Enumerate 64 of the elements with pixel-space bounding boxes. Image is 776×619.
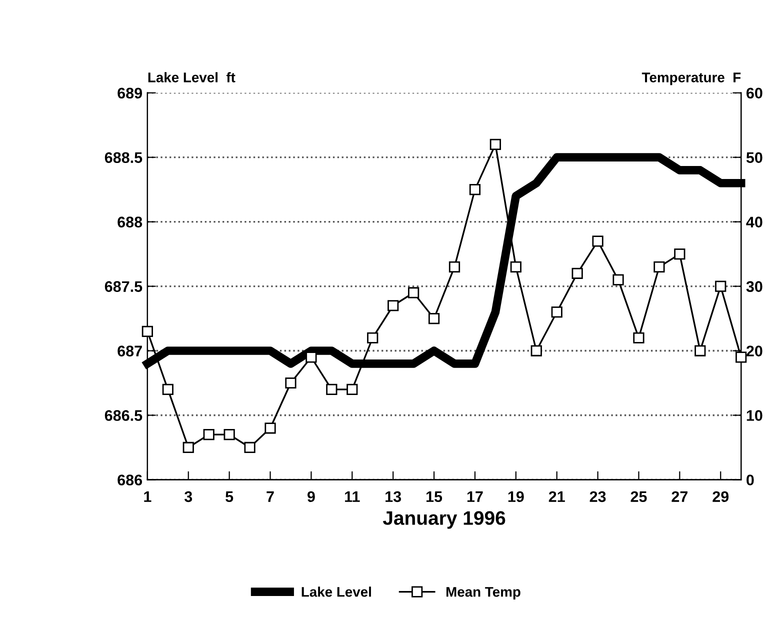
point [469,184,481,196]
point [388,300,399,312]
point [244,442,256,454]
y2-tick-label: 30 [746,281,762,292]
point [408,287,420,298]
y-tick-label: 688.5 [104,152,142,164]
x-tick-label: 19 [508,491,524,502]
point [633,332,644,344]
point [224,429,235,440]
y-tick-label: 687 [118,346,142,356]
point [326,384,338,396]
point [572,268,583,279]
x-tick-label: 17 [467,491,483,502]
point [694,345,706,356]
y2-tick-label: 50 [746,152,762,164]
point [367,332,378,344]
point [142,326,153,337]
y-tick-label: 689 [118,88,142,99]
y-tick-label: 687.5 [104,281,142,292]
y2-tick-label: 20 [746,346,762,356]
point [490,138,501,150]
x-axis-title: January 1996 [382,511,506,529]
y-tick-label: 688 [118,216,142,228]
y-tick-label: 686.5 [104,410,142,421]
point [285,377,296,389]
point [530,345,542,356]
point [654,261,665,272]
point [674,248,686,260]
point [612,274,624,286]
x-tick-label: 21 [548,491,565,502]
y2-tick-label: 60 [746,88,762,99]
point [592,236,604,247]
x-tick-label: 23 [590,491,606,502]
y2-axis-title: Temperature F [642,72,741,86]
point [428,312,440,324]
y2-tick-label: 0 [746,474,754,486]
x-tick-label: 3 [184,491,192,502]
point [736,352,747,363]
point [510,261,522,272]
x-tick-label: 7 [266,491,274,502]
point [162,384,174,396]
x-tick-label: 13 [386,491,402,502]
x-tick-label: 27 [672,491,688,502]
x-tick-label: 5 [226,491,234,502]
point [306,352,317,363]
x-tick-label: 29 [712,491,729,502]
x-tick-label: 25 [630,491,647,502]
y-tick-label: 686 [118,474,142,486]
y2-tick-label: 40 [746,216,762,228]
x-tick-label: 15 [426,491,442,502]
point [715,280,726,292]
y-axis-title: Lake Level ft [148,72,236,82]
point [264,422,276,434]
legend-label: Mean Temp [446,587,520,600]
point [182,442,194,454]
x-tick-label: 1 [144,491,152,502]
legend-label: Lake Level [302,586,371,597]
x-tick-label: 11 [345,491,360,502]
y2-tick-label: 10 [746,410,762,421]
point [346,384,358,396]
point [551,306,562,318]
x-tick-label: 9 [307,491,315,502]
point [448,261,460,272]
point [203,429,214,440]
